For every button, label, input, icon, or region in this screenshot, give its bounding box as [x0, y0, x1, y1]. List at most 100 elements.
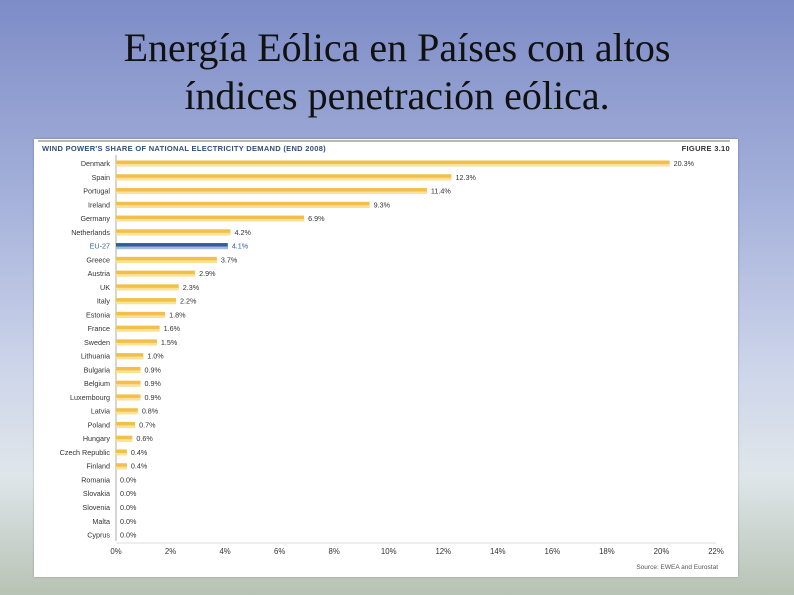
bar-spain — [116, 174, 452, 181]
x-tick-label-1: 2% — [165, 547, 176, 556]
category-label-malta: Malta — [92, 517, 110, 526]
bar-uk — [116, 284, 179, 291]
value-label-slovenia: 0.0% — [120, 503, 137, 512]
category-label-france: France — [88, 324, 110, 333]
category-label-czech-republic: Czech Republic — [60, 448, 111, 457]
category-label-finland: Finland — [86, 462, 110, 471]
x-tick-label-6: 12% — [435, 547, 451, 556]
bar-netherlands — [116, 229, 231, 236]
x-tick-label-8: 16% — [545, 547, 561, 556]
value-label-eu-27: 4.1% — [232, 242, 249, 251]
category-label-slovakia: Slovakia — [83, 489, 110, 498]
value-label-denmark: 20.3% — [674, 159, 695, 168]
x-tick-label-2: 4% — [219, 547, 230, 556]
bar-highlight-france — [116, 329, 160, 332]
x-tick-label-3: 6% — [274, 547, 285, 556]
bar-luxembourg — [116, 394, 141, 401]
bar-highlight-denmark — [116, 164, 670, 167]
chart-header: WIND POWER'S SHARE OF NATIONAL ELECTRICI… — [38, 140, 730, 153]
bar-highlight-italy — [116, 301, 176, 305]
value-label-ireland: 9.3% — [374, 200, 391, 209]
bar-highlight-finland — [116, 466, 127, 470]
bar-sweden — [116, 339, 157, 346]
bar-germany — [116, 215, 305, 222]
category-label-slovenia: Slovenia — [82, 503, 110, 512]
category-label-latvia: Latvia — [91, 407, 110, 416]
figure-label: FIGURE 3.10 — [681, 144, 730, 153]
bar-highlight-luxembourg — [116, 397, 141, 401]
bar-bulgaria — [116, 366, 141, 373]
bar-highlight-germany — [116, 219, 305, 222]
slide-title-line-1: Energía Eólica en Países con altos — [123, 25, 671, 70]
x-tick-label-10: 20% — [654, 547, 670, 556]
bar-italy — [116, 298, 176, 305]
value-label-germany: 6.9% — [308, 214, 325, 223]
value-label-hungary: 0.6% — [136, 434, 153, 443]
value-label-malta: 0.0% — [120, 517, 137, 526]
category-label-eu-27: EU-27 — [90, 242, 110, 251]
bar-highlight-spain — [116, 177, 452, 181]
bar-highlight-ireland — [116, 205, 370, 208]
x-tick-label-5: 10% — [381, 547, 397, 556]
value-label-belgium: 0.9% — [145, 379, 162, 388]
category-label-uk: UK — [100, 283, 110, 292]
category-label-netherlands: Netherlands — [71, 228, 110, 237]
bar-eu-27 — [116, 243, 228, 250]
bar-highlight-uk — [116, 287, 179, 291]
bar-highlight-latvia — [116, 411, 138, 415]
bar-highlight-poland — [116, 425, 136, 428]
category-label-greece: Greece — [86, 255, 110, 264]
chart-panel: WIND POWER'S SHARE OF NATIONAL ELECTRICI… — [34, 139, 738, 577]
category-label-estonia: Estonia — [86, 310, 110, 319]
bar-highlight-eu-27 — [116, 246, 228, 250]
bar-austria — [116, 270, 196, 277]
category-label-poland: Poland — [88, 420, 110, 429]
bar-portugal — [116, 188, 427, 195]
value-label-bulgaria: 0.9% — [145, 365, 162, 374]
slide-title: Energía Eólica en Países con altos índic… — [0, 24, 794, 120]
category-label-bulgaria: Bulgaria — [84, 365, 110, 374]
value-label-sweden: 1.5% — [161, 338, 178, 347]
bar-lithuania — [116, 353, 144, 360]
bar-ireland — [116, 201, 370, 208]
value-label-latvia: 0.8% — [142, 407, 159, 416]
value-label-italy: 2.2% — [180, 297, 197, 306]
bar-estonia — [116, 311, 166, 318]
bar-highlight-lithuania — [116, 356, 144, 360]
bar-belgium — [116, 380, 141, 387]
category-label-germany: Germany — [80, 214, 110, 223]
value-label-estonia: 1.8% — [169, 310, 186, 319]
bar-highlight-bulgaria — [116, 370, 141, 373]
bar-hungary — [116, 435, 133, 442]
bar-highlight-belgium — [116, 384, 141, 387]
value-label-luxembourg: 0.9% — [145, 393, 162, 402]
x-tick-label-11: 22% — [708, 547, 724, 556]
value-label-lithuania: 1.0% — [147, 352, 164, 361]
x-tick-label-0: 0% — [110, 547, 121, 556]
category-label-luxembourg: Luxembourg — [70, 393, 110, 402]
category-label-romania: Romania — [81, 475, 110, 484]
slide-title-line-2: índices penetración eólica. — [184, 73, 610, 118]
bar-greece — [116, 256, 217, 263]
bar-highlight-portugal — [116, 191, 427, 195]
value-label-france: 1.6% — [164, 324, 181, 333]
category-label-italy: Italy — [97, 297, 111, 306]
bar-france — [116, 325, 160, 332]
bar-highlight-estonia — [116, 315, 166, 318]
category-label-lithuania: Lithuania — [81, 352, 110, 361]
value-label-romania: 0.0% — [120, 475, 137, 484]
value-label-greece: 3.7% — [221, 255, 238, 264]
category-label-sweden: Sweden — [84, 338, 110, 347]
chart-source: Source: EWEA and Eurostat — [636, 564, 718, 571]
category-label-ireland: Ireland — [88, 200, 110, 209]
category-label-cyprus: Cyprus — [87, 531, 110, 540]
bar-latvia — [116, 408, 138, 415]
value-label-uk: 2.3% — [183, 283, 200, 292]
bar-highlight-hungary — [116, 439, 133, 442]
value-label-czech-republic: 0.4% — [131, 448, 148, 457]
category-label-hungary: Hungary — [83, 434, 111, 443]
value-label-spain: 12.3% — [455, 173, 476, 182]
category-label-belgium: Belgium — [84, 379, 110, 388]
value-label-slovakia: 0.0% — [120, 489, 137, 498]
bar-highlight-austria — [116, 274, 196, 277]
